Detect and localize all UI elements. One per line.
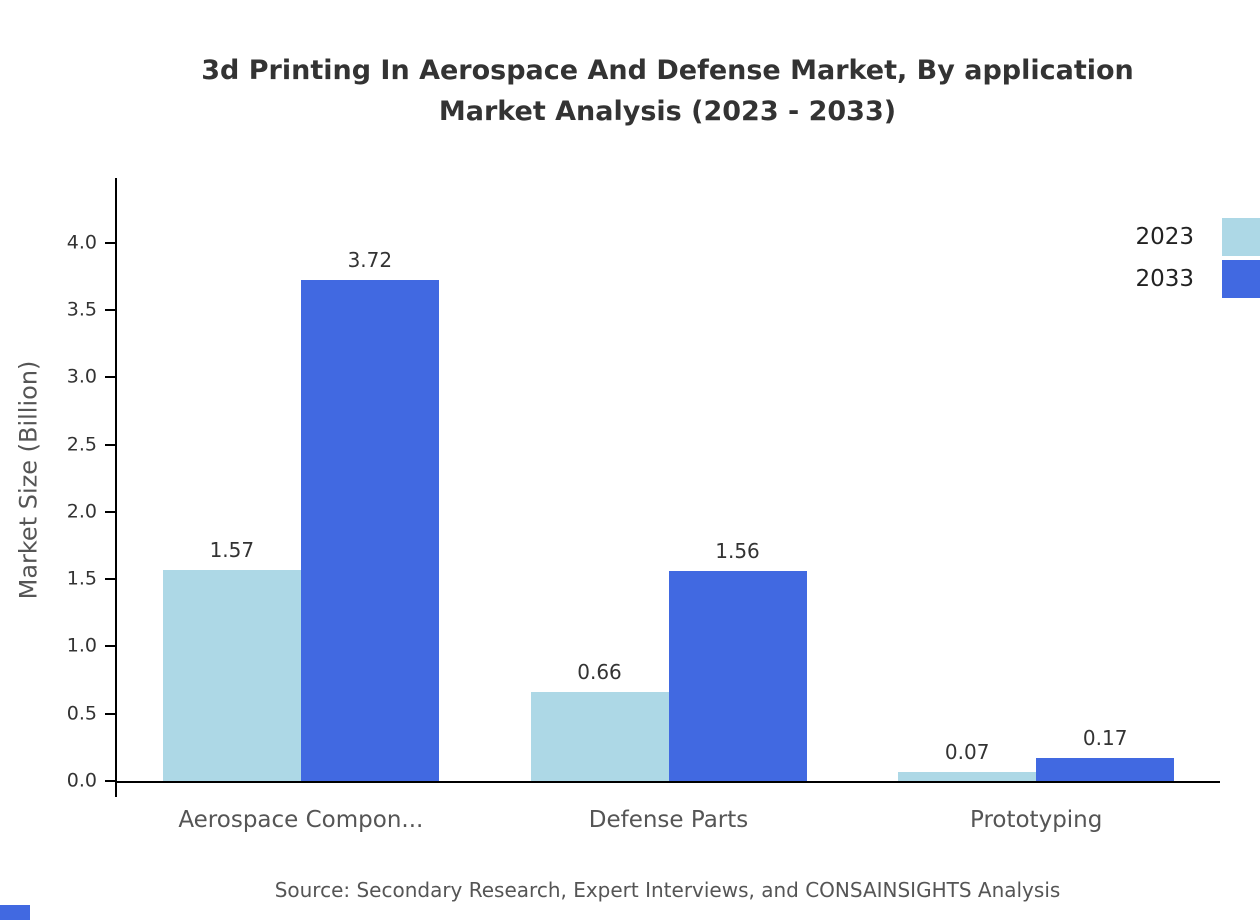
- bar-groups: 1.57 3.72 Aerospace Compon... 0.66 1.56 Defen…: [117, 178, 1220, 833]
- y-tick-label: 1.5: [66, 567, 97, 590]
- y-tick-mark: [105, 578, 115, 581]
- bar-2033: [300, 280, 439, 781]
- bar-value-label: 1.56: [715, 539, 760, 564]
- bar-2023: [530, 692, 669, 781]
- legend-swatch: [1222, 260, 1260, 298]
- legend-item-2023: 2023: [1135, 218, 1260, 256]
- bar-2023: [898, 771, 1037, 781]
- bar-2033: [668, 571, 807, 781]
- bar-value-label: 1.57: [209, 537, 255, 562]
- y-axis-overhang: [115, 781, 117, 797]
- bar-group: 0.66 1.56 Defense Parts: [485, 178, 853, 833]
- bar-wrap: 0.17: [1036, 178, 1175, 781]
- legend-swatch: [1222, 218, 1260, 256]
- y-tick-label: 3.5: [66, 298, 97, 321]
- bar-value-label: 0.17: [1082, 726, 1128, 751]
- plot-area: 1.57 3.72 Aerospace Compon... 0.66 1.56 Defen…: [67, 178, 1220, 833]
- legend-label: 2033: [1135, 266, 1194, 292]
- bar-group: 1.57 3.72 Aerospace Compon...: [117, 178, 485, 833]
- bar-wrap: 3.72: [300, 178, 439, 781]
- y-axis-title-wrap: Market Size (Billion): [8, 178, 48, 781]
- bar-2023: [162, 569, 301, 781]
- y-tick-label: 0.0: [66, 769, 97, 792]
- y-tick-mark: [105, 308, 115, 311]
- x-tick-label: Aerospace Compon...: [178, 807, 424, 833]
- chart-title: 3d Printing In Aerospace And Defense Mar…: [115, 50, 1220, 132]
- source-text: Source: Secondary Research, Expert Inter…: [274, 878, 1061, 902]
- y-tick-label: 3.0: [66, 365, 97, 388]
- y-tick-mark: [105, 443, 115, 446]
- y-axis-title: Market Size (Billion): [14, 360, 42, 599]
- y-tick-mark: [105, 510, 115, 513]
- x-tick-label: Defense Parts: [588, 807, 749, 833]
- y-tick-mark: [105, 712, 115, 715]
- bar-value-label: 0.66: [577, 660, 622, 685]
- bar-value-label: 0.07: [944, 739, 990, 764]
- y-tick-mark: [105, 241, 115, 244]
- bar-wrap: 0.66: [530, 178, 669, 781]
- bar-2033: [1036, 758, 1175, 781]
- y-tick-label: 2.0: [66, 500, 97, 523]
- x-tick-label: Prototyping: [969, 807, 1103, 833]
- bar-group: 0.07 0.17 Prototyping: [852, 178, 1220, 833]
- bar-wrap: 1.56: [668, 178, 807, 781]
- legend: 2023 2033: [1135, 218, 1260, 298]
- y-tick-label: 1.0: [66, 634, 97, 657]
- y-tick-mark: [105, 645, 115, 648]
- chart-title-line1: 3d Printing In Aerospace And Defense Mar…: [201, 55, 1134, 86]
- y-tick-label: 2.5: [66, 433, 97, 456]
- chart-title-line2: Market Analysis (2023 - 2033): [438, 96, 897, 127]
- y-tick-label: 0.5: [66, 702, 97, 725]
- legend-label: 2023: [1135, 224, 1194, 250]
- legend-item-2033: 2033: [1135, 260, 1260, 298]
- y-tick-mark: [105, 376, 115, 379]
- bar-wrap: 1.57: [162, 178, 301, 781]
- y-tick-mark: [105, 780, 115, 782]
- corner-accent: [0, 905, 30, 920]
- bar-wrap: 0.07: [898, 178, 1037, 781]
- y-tick-label: 4.0: [66, 231, 97, 254]
- bar-value-label: 3.72: [347, 248, 393, 273]
